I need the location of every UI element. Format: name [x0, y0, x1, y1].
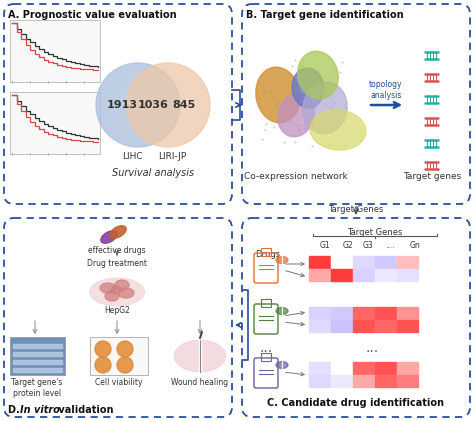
Ellipse shape — [118, 288, 134, 298]
Text: 845: 845 — [173, 100, 196, 110]
Ellipse shape — [90, 278, 145, 306]
Text: C. Candidate drug identification: C. Candidate drug identification — [267, 398, 445, 408]
Ellipse shape — [276, 307, 288, 314]
Bar — [10, 337, 65, 375]
Text: G1: G1 — [319, 240, 330, 250]
Bar — [10, 20, 100, 82]
Text: HepG2: HepG2 — [104, 306, 130, 315]
Bar — [309, 307, 330, 319]
Ellipse shape — [110, 226, 126, 238]
Bar — [331, 269, 352, 281]
Text: LIRI-JP: LIRI-JP — [158, 152, 186, 161]
Bar — [353, 362, 374, 374]
Ellipse shape — [101, 231, 117, 243]
Ellipse shape — [298, 51, 338, 99]
Bar — [309, 256, 330, 268]
Bar — [261, 299, 271, 307]
Bar — [375, 256, 396, 268]
Bar — [353, 256, 374, 268]
Text: 1036: 1036 — [137, 100, 168, 110]
Bar — [13, 360, 62, 364]
Text: topology
analysis: topology analysis — [369, 80, 403, 100]
Circle shape — [117, 341, 133, 357]
Bar — [375, 320, 396, 332]
Text: Target Genes: Target Genes — [347, 228, 403, 237]
Ellipse shape — [276, 256, 288, 264]
Text: Target genes: Target genes — [403, 172, 461, 181]
Bar — [331, 256, 352, 268]
Ellipse shape — [310, 110, 366, 150]
Bar — [309, 362, 330, 374]
Bar — [331, 307, 352, 319]
Bar — [397, 256, 418, 268]
Circle shape — [126, 63, 210, 147]
Ellipse shape — [278, 93, 314, 137]
Bar — [261, 248, 271, 256]
Bar — [353, 269, 374, 281]
Circle shape — [117, 357, 133, 373]
Text: B. Target gene identification: B. Target gene identification — [246, 10, 404, 20]
Text: G2: G2 — [343, 240, 353, 250]
Ellipse shape — [292, 68, 324, 108]
Text: ...: ... — [365, 341, 379, 355]
Ellipse shape — [105, 291, 119, 301]
Text: D.: D. — [8, 405, 23, 415]
Bar — [375, 269, 396, 281]
Bar — [397, 320, 418, 332]
Text: Co-expression network: Co-expression network — [244, 172, 348, 181]
Bar — [331, 320, 352, 332]
Bar — [309, 375, 330, 387]
Bar — [397, 375, 418, 387]
Circle shape — [95, 357, 111, 373]
Circle shape — [96, 63, 180, 147]
Text: Wound healing: Wound healing — [172, 378, 228, 387]
Bar — [353, 307, 374, 319]
Bar — [90, 337, 148, 375]
Bar — [353, 320, 374, 332]
Ellipse shape — [115, 280, 129, 290]
Bar — [331, 375, 352, 387]
Bar — [397, 362, 418, 374]
Text: Target Genes: Target Genes — [328, 205, 383, 214]
Bar — [375, 375, 396, 387]
Ellipse shape — [256, 67, 300, 123]
Text: Drugs: Drugs — [255, 250, 280, 259]
Text: ...: ... — [259, 341, 273, 355]
Bar — [353, 375, 374, 387]
Text: LIHC: LIHC — [122, 152, 142, 161]
Ellipse shape — [276, 362, 288, 368]
Text: Cell viability: Cell viability — [95, 378, 143, 387]
Bar — [13, 352, 62, 356]
Text: Drug treatment: Drug treatment — [87, 259, 147, 268]
Bar — [331, 362, 352, 374]
Circle shape — [95, 341, 111, 357]
Ellipse shape — [174, 340, 226, 372]
Bar — [375, 307, 396, 319]
Text: G3: G3 — [363, 240, 374, 250]
Text: Target gene's
protein level: Target gene's protein level — [11, 378, 63, 398]
Bar — [13, 344, 62, 348]
Text: Survival analysis: Survival analysis — [112, 168, 194, 178]
Text: 1913: 1913 — [107, 100, 137, 110]
Ellipse shape — [303, 82, 347, 134]
Bar — [10, 92, 100, 154]
Ellipse shape — [100, 283, 116, 293]
Text: A. Prognostic value evaluation: A. Prognostic value evaluation — [8, 10, 177, 20]
Ellipse shape — [111, 286, 121, 294]
Bar — [261, 353, 271, 361]
Bar — [397, 307, 418, 319]
Text: In vitro: In vitro — [20, 405, 60, 415]
Bar — [397, 269, 418, 281]
Bar — [309, 269, 330, 281]
Bar — [309, 320, 330, 332]
Text: validation: validation — [55, 405, 113, 415]
Text: ....: .... — [385, 240, 395, 250]
Text: Gn: Gn — [410, 240, 420, 250]
Ellipse shape — [93, 281, 141, 303]
Bar — [375, 362, 396, 374]
Bar — [13, 368, 62, 372]
Text: effective drugs: effective drugs — [88, 246, 146, 255]
